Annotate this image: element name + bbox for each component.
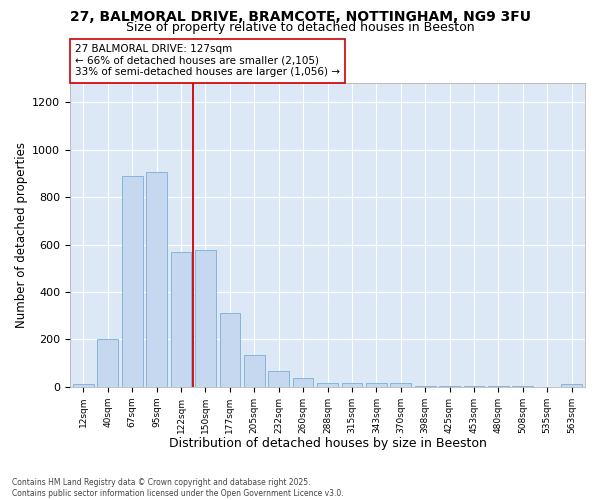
Bar <box>293 378 313 386</box>
Bar <box>244 354 265 386</box>
Bar <box>73 384 94 386</box>
Bar <box>195 250 216 386</box>
Bar <box>268 372 289 386</box>
Text: 27 BALMORAL DRIVE: 127sqm
← 66% of detached houses are smaller (2,105)
33% of se: 27 BALMORAL DRIVE: 127sqm ← 66% of detac… <box>75 44 340 78</box>
Bar <box>317 383 338 386</box>
X-axis label: Distribution of detached houses by size in Beeston: Distribution of detached houses by size … <box>169 437 487 450</box>
Bar <box>561 384 582 386</box>
Bar <box>391 383 411 386</box>
Y-axis label: Number of detached properties: Number of detached properties <box>15 142 28 328</box>
Text: Contains HM Land Registry data © Crown copyright and database right 2025.
Contai: Contains HM Land Registry data © Crown c… <box>12 478 344 498</box>
Bar <box>146 172 167 386</box>
Text: Size of property relative to detached houses in Beeston: Size of property relative to detached ho… <box>125 22 475 35</box>
Text: 27, BALMORAL DRIVE, BRAMCOTE, NOTTINGHAM, NG9 3FU: 27, BALMORAL DRIVE, BRAMCOTE, NOTTINGHAM… <box>70 10 530 24</box>
Bar <box>122 176 143 386</box>
Bar <box>220 314 240 386</box>
Bar <box>366 383 386 386</box>
Bar <box>97 340 118 386</box>
Bar <box>341 383 362 386</box>
Bar <box>170 252 191 386</box>
